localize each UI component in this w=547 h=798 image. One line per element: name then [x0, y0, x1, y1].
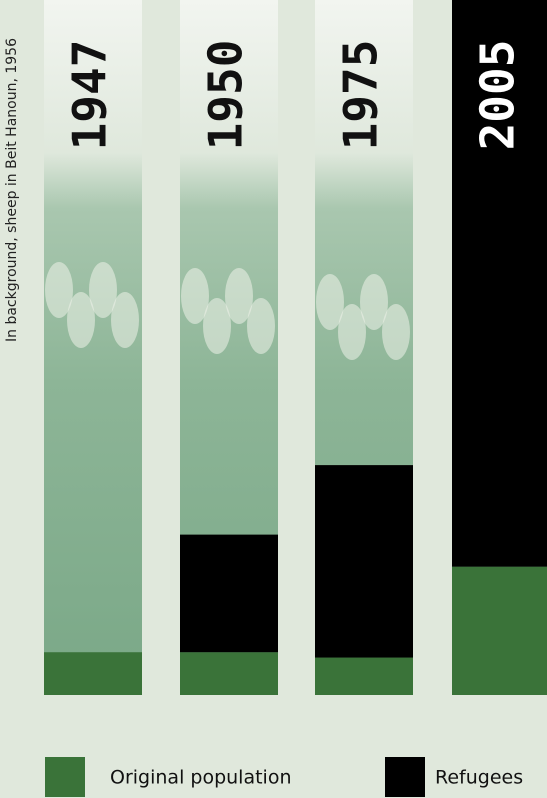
photo-texture: [67, 292, 95, 348]
photo-texture: [111, 292, 139, 348]
bar-segment: [315, 465, 413, 658]
legend-swatch: [385, 757, 425, 797]
bar-segment: [180, 534, 278, 653]
year-label: 1947: [63, 40, 117, 151]
photo-texture: [360, 274, 388, 330]
bar-segment: [452, 566, 547, 695]
photo-texture: [316, 274, 344, 330]
photo-texture: [225, 268, 253, 324]
photo-texture: [89, 262, 117, 318]
photo-texture: [181, 268, 209, 324]
year-label: 1950: [199, 40, 253, 151]
bar-segment: [180, 652, 278, 695]
legend-label: Refugees: [435, 767, 523, 789]
year-label: 1975: [334, 40, 388, 151]
bar-segment: [452, 0, 547, 567]
annotation: In background, sheep in Beit Hanoun, 195…: [4, 38, 20, 342]
photo-texture: [338, 304, 366, 360]
bar-segment: [44, 652, 142, 695]
legend-swatch: [45, 757, 85, 797]
photo-texture: [382, 304, 410, 360]
bar-segment: [315, 657, 413, 695]
year-label: 2005: [471, 40, 525, 151]
photo-texture: [203, 298, 231, 354]
photo-texture: [45, 262, 73, 318]
photo-texture: [247, 298, 275, 354]
legend-label: Original population: [110, 767, 292, 789]
